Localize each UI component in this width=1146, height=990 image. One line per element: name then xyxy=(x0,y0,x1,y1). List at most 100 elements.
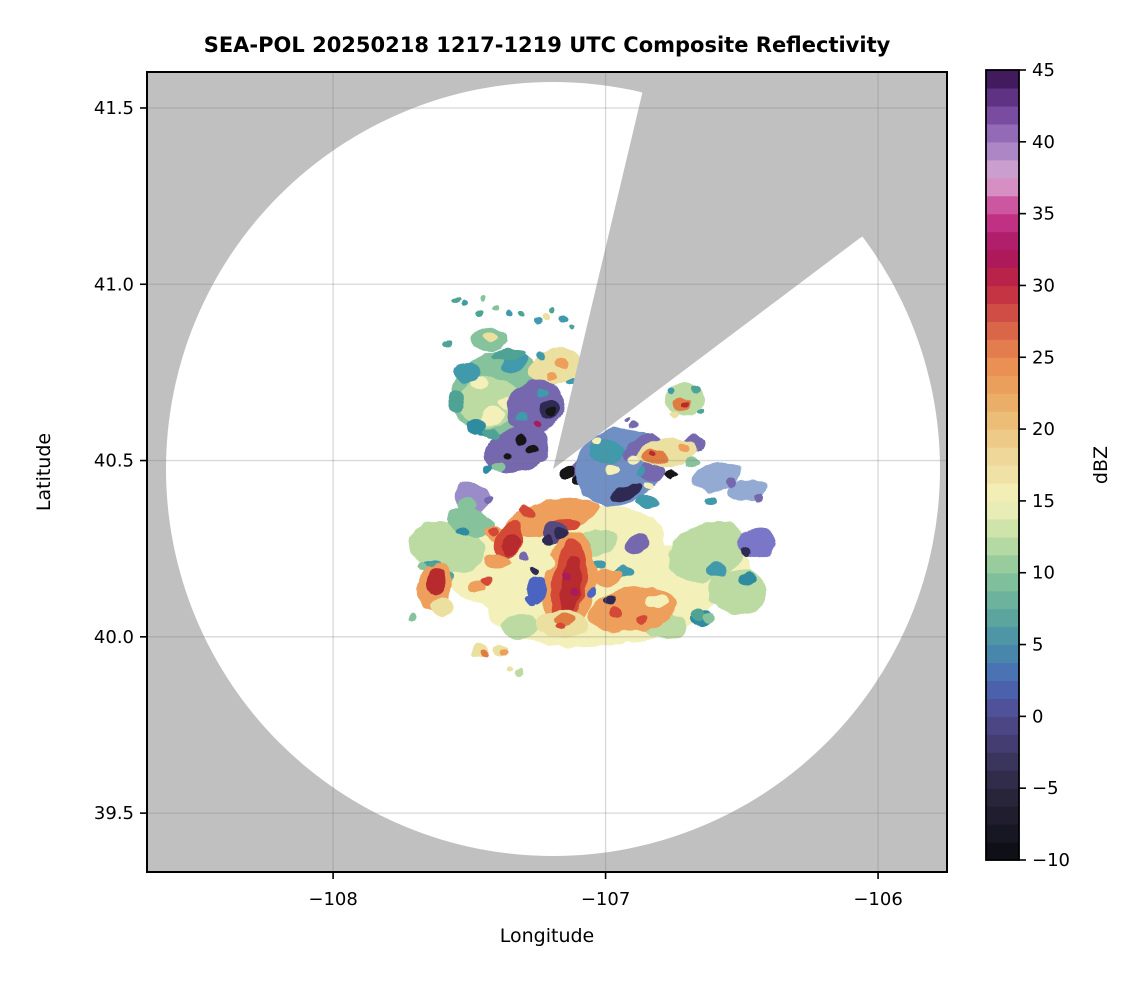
colorbar-band xyxy=(986,231,1019,251)
echo-blob xyxy=(587,588,597,596)
echo-blob xyxy=(645,595,669,609)
echo-blob xyxy=(514,435,526,445)
echo-blob xyxy=(549,309,555,315)
colorbar-band xyxy=(986,321,1019,340)
echo-blob xyxy=(555,528,569,540)
echo-blob xyxy=(535,353,545,361)
x-tick-label: −106 xyxy=(853,889,902,910)
colorbar-band xyxy=(986,159,1019,179)
colorbar-band xyxy=(986,806,1019,825)
y-axis-label: Latitude xyxy=(33,433,55,511)
echo-blob xyxy=(482,578,492,586)
echo-blob xyxy=(602,551,622,563)
colorbar-band xyxy=(986,500,1019,520)
chart-title: SEA-POL 20250218 1217-1219 UTC Composite… xyxy=(204,33,891,57)
echo-blob xyxy=(490,348,524,362)
colorbar-band xyxy=(986,536,1019,556)
echo-blob xyxy=(514,667,522,675)
echo-blob xyxy=(457,528,469,536)
echo-blob xyxy=(589,440,625,464)
y-tick-label: 41.5 xyxy=(94,98,134,119)
echo-blob xyxy=(592,438,602,446)
echo-blob xyxy=(560,557,582,617)
colorbar-band xyxy=(986,123,1019,143)
echo-blob xyxy=(483,426,551,474)
colorbar-band xyxy=(986,447,1019,466)
echo-blob xyxy=(630,420,640,428)
colorbar-band xyxy=(986,824,1019,843)
echo-blob xyxy=(690,607,706,619)
echo-blob xyxy=(536,387,548,397)
colorbar-band xyxy=(986,680,1019,700)
colorbar: 45 40 35 30 25 20 15 10 5 0 −5 −10 xyxy=(985,60,1070,871)
echo-blob xyxy=(443,338,453,346)
echo-blob xyxy=(648,451,656,457)
colorbar-band xyxy=(986,608,1019,628)
echo-blob xyxy=(683,400,691,406)
x-tick-label: −108 xyxy=(308,889,357,910)
colorbar-tick-label: 20 xyxy=(1032,419,1055,440)
x-tick-label: −107 xyxy=(581,889,630,910)
colorbar-band xyxy=(986,105,1019,125)
colorbar-tick-label: 5 xyxy=(1032,635,1043,656)
echo-blob xyxy=(607,606,623,618)
echo-blob xyxy=(519,552,529,560)
echo-blob xyxy=(624,533,650,555)
echo-clip-group xyxy=(408,294,775,675)
blocked-sector-wedge xyxy=(553,72,947,469)
echo-blob xyxy=(691,386,701,394)
plot-clip-group xyxy=(147,72,947,872)
echo-blob xyxy=(702,613,716,623)
echo-blob xyxy=(603,595,615,605)
colorbar-band xyxy=(986,590,1019,610)
colorbar-band xyxy=(986,842,1019,861)
echo-blob xyxy=(446,507,494,537)
y-tick-label: 40.5 xyxy=(94,451,134,472)
colorbar-border xyxy=(985,69,1020,861)
echo-blob xyxy=(489,528,499,536)
echo-blob xyxy=(448,390,466,414)
colorbar-band xyxy=(986,752,1019,771)
echo-blob xyxy=(636,615,648,625)
echo-blob xyxy=(562,573,572,581)
echo-blob xyxy=(502,532,520,556)
colorbar-tick-label: 35 xyxy=(1032,204,1055,225)
echo-blob xyxy=(506,665,512,671)
echo-blob xyxy=(676,442,690,452)
echo-blob xyxy=(519,312,525,318)
echo-blob xyxy=(484,496,492,504)
axes-spine xyxy=(146,71,948,873)
colorbar-band xyxy=(986,644,1019,664)
colorbar-band xyxy=(986,716,1019,735)
colorbar-band xyxy=(986,788,1019,807)
echo-blob xyxy=(428,569,446,595)
colorbar-tick-label: 45 xyxy=(1032,60,1055,81)
echo-blob xyxy=(501,649,509,655)
echo-blob xyxy=(533,318,541,326)
echo-blob xyxy=(698,409,706,415)
echo-blob xyxy=(484,333,500,343)
echo-blob xyxy=(667,389,675,395)
echo-blob xyxy=(541,535,553,545)
echo-blob xyxy=(502,453,512,461)
echo-field xyxy=(408,294,775,675)
echo-blob xyxy=(516,413,528,421)
colorbar-band xyxy=(986,249,1019,269)
echo-blob xyxy=(570,588,578,596)
echo-blob xyxy=(529,554,553,570)
echo-blob xyxy=(560,465,574,479)
echo-blob xyxy=(517,506,537,518)
echo-blob xyxy=(462,301,468,307)
colorbar-band xyxy=(986,482,1019,502)
colorbar-band xyxy=(986,770,1019,789)
y-tick-label: 39.5 xyxy=(94,803,134,824)
echo-blob xyxy=(467,581,487,593)
echo-blob xyxy=(533,421,541,427)
echo-blob xyxy=(623,433,661,461)
colorbar-tick-label: −5 xyxy=(1032,778,1059,799)
colorbar-tick-label: 10 xyxy=(1032,563,1055,584)
echo-blob xyxy=(641,449,669,465)
colorbar-tick-label: 40 xyxy=(1032,132,1055,153)
echo-blob xyxy=(492,305,498,311)
